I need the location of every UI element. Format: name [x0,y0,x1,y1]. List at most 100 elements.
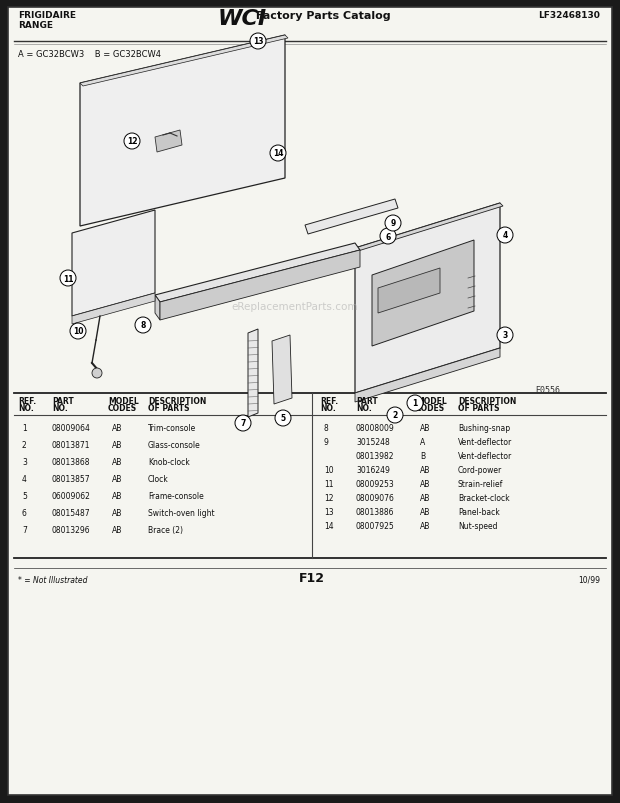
Text: 08009253: 08009253 [356,479,395,488]
Circle shape [407,396,423,411]
Text: 08009076: 08009076 [356,493,395,503]
Text: eReplacementParts.com: eReplacementParts.com [232,302,358,312]
Text: 6: 6 [22,508,27,517]
Text: 08013982: 08013982 [356,451,394,460]
Circle shape [387,407,403,423]
Text: AB: AB [112,525,122,534]
Text: Factory Parts Catalog: Factory Parts Catalog [252,11,391,21]
Circle shape [497,228,513,243]
Text: Nut-speed: Nut-speed [458,521,497,530]
Text: 6: 6 [386,232,391,241]
Text: NO.: NO. [18,403,33,413]
Text: 4: 4 [502,231,508,240]
Text: CODES: CODES [108,403,137,413]
Polygon shape [72,210,155,316]
Polygon shape [272,336,292,405]
Polygon shape [378,269,440,314]
Circle shape [497,328,513,344]
Text: 1: 1 [22,423,27,433]
Text: 5: 5 [280,414,286,423]
Text: 2: 2 [392,411,397,420]
Text: 9: 9 [391,219,396,228]
Circle shape [385,216,401,232]
Polygon shape [248,329,258,418]
Text: 5: 5 [22,491,27,500]
Text: NO.: NO. [320,403,336,413]
Polygon shape [155,296,160,320]
Text: WCI: WCI [218,9,267,29]
Circle shape [135,318,151,333]
Text: E0556: E0556 [535,385,560,394]
Text: Bracket-clock: Bracket-clock [458,493,510,503]
Text: PART: PART [52,397,74,406]
Polygon shape [355,204,500,393]
Text: 06009062: 06009062 [52,491,91,500]
Text: 14: 14 [324,521,334,530]
Text: AB: AB [112,475,122,483]
Text: 8: 8 [140,321,146,330]
Text: 9: 9 [324,438,329,446]
Text: AB: AB [420,493,430,503]
Text: OF PARTS: OF PARTS [458,403,500,413]
Polygon shape [160,251,360,320]
Circle shape [235,415,251,431]
Text: 08007925: 08007925 [356,521,395,530]
Text: A = GC32BCW3    B = GC32BCW4: A = GC32BCW3 B = GC32BCW4 [18,50,161,59]
Text: AB: AB [112,491,122,500]
Text: 10/99: 10/99 [578,575,600,585]
Text: 4: 4 [22,475,27,483]
Text: 3016249: 3016249 [356,466,390,475]
Polygon shape [155,131,182,153]
Text: 7: 7 [22,525,27,534]
Text: AB: AB [420,466,430,475]
Text: NO.: NO. [52,403,68,413]
Text: 2: 2 [22,441,27,450]
Text: 10: 10 [324,466,334,475]
Text: AB: AB [112,458,122,467]
Text: Vent-deflector: Vent-deflector [458,451,512,460]
Circle shape [60,271,76,287]
Text: REF.: REF. [320,397,338,406]
Text: AB: AB [420,423,430,433]
Text: 08013871: 08013871 [52,441,91,450]
Circle shape [275,410,291,426]
Text: 3: 3 [502,331,508,340]
Polygon shape [305,200,398,234]
Text: REF.: REF. [18,397,36,406]
Text: 3: 3 [22,458,27,467]
Text: 08013857: 08013857 [52,475,91,483]
Text: Trim-console: Trim-console [148,423,197,433]
Text: A: A [420,438,425,446]
Text: AB: AB [420,521,430,530]
Text: LF32468130: LF32468130 [538,11,600,20]
Polygon shape [355,349,500,402]
Text: 7: 7 [241,419,246,428]
Circle shape [70,324,86,340]
Text: PART: PART [356,397,378,406]
Text: FRIGIDAIRE: FRIGIDAIRE [18,11,76,20]
Text: OF PARTS: OF PARTS [148,403,190,413]
Text: AB: AB [112,508,122,517]
Circle shape [270,146,286,161]
Text: 08013886: 08013886 [356,507,394,516]
Text: RANGE: RANGE [18,21,53,30]
Text: 8: 8 [324,423,329,433]
Text: Clock: Clock [148,475,169,483]
Text: Knob-clock: Knob-clock [148,458,190,467]
Circle shape [124,134,140,150]
Text: F12: F12 [299,571,325,585]
Text: 10: 10 [73,327,83,336]
Polygon shape [372,241,474,347]
Text: 12: 12 [126,137,137,146]
Text: MODEL: MODEL [108,397,139,406]
Text: Strain-relief: Strain-relief [458,479,503,488]
Text: Brace (2): Brace (2) [148,525,183,534]
Text: 13: 13 [324,507,334,516]
Text: AB: AB [112,441,122,450]
Text: Panel-back: Panel-back [458,507,500,516]
Text: Switch-oven light: Switch-oven light [148,508,215,517]
Text: 13: 13 [253,38,264,47]
Polygon shape [80,36,285,226]
Text: Glass-console: Glass-console [148,441,201,450]
Text: AB: AB [420,479,430,488]
